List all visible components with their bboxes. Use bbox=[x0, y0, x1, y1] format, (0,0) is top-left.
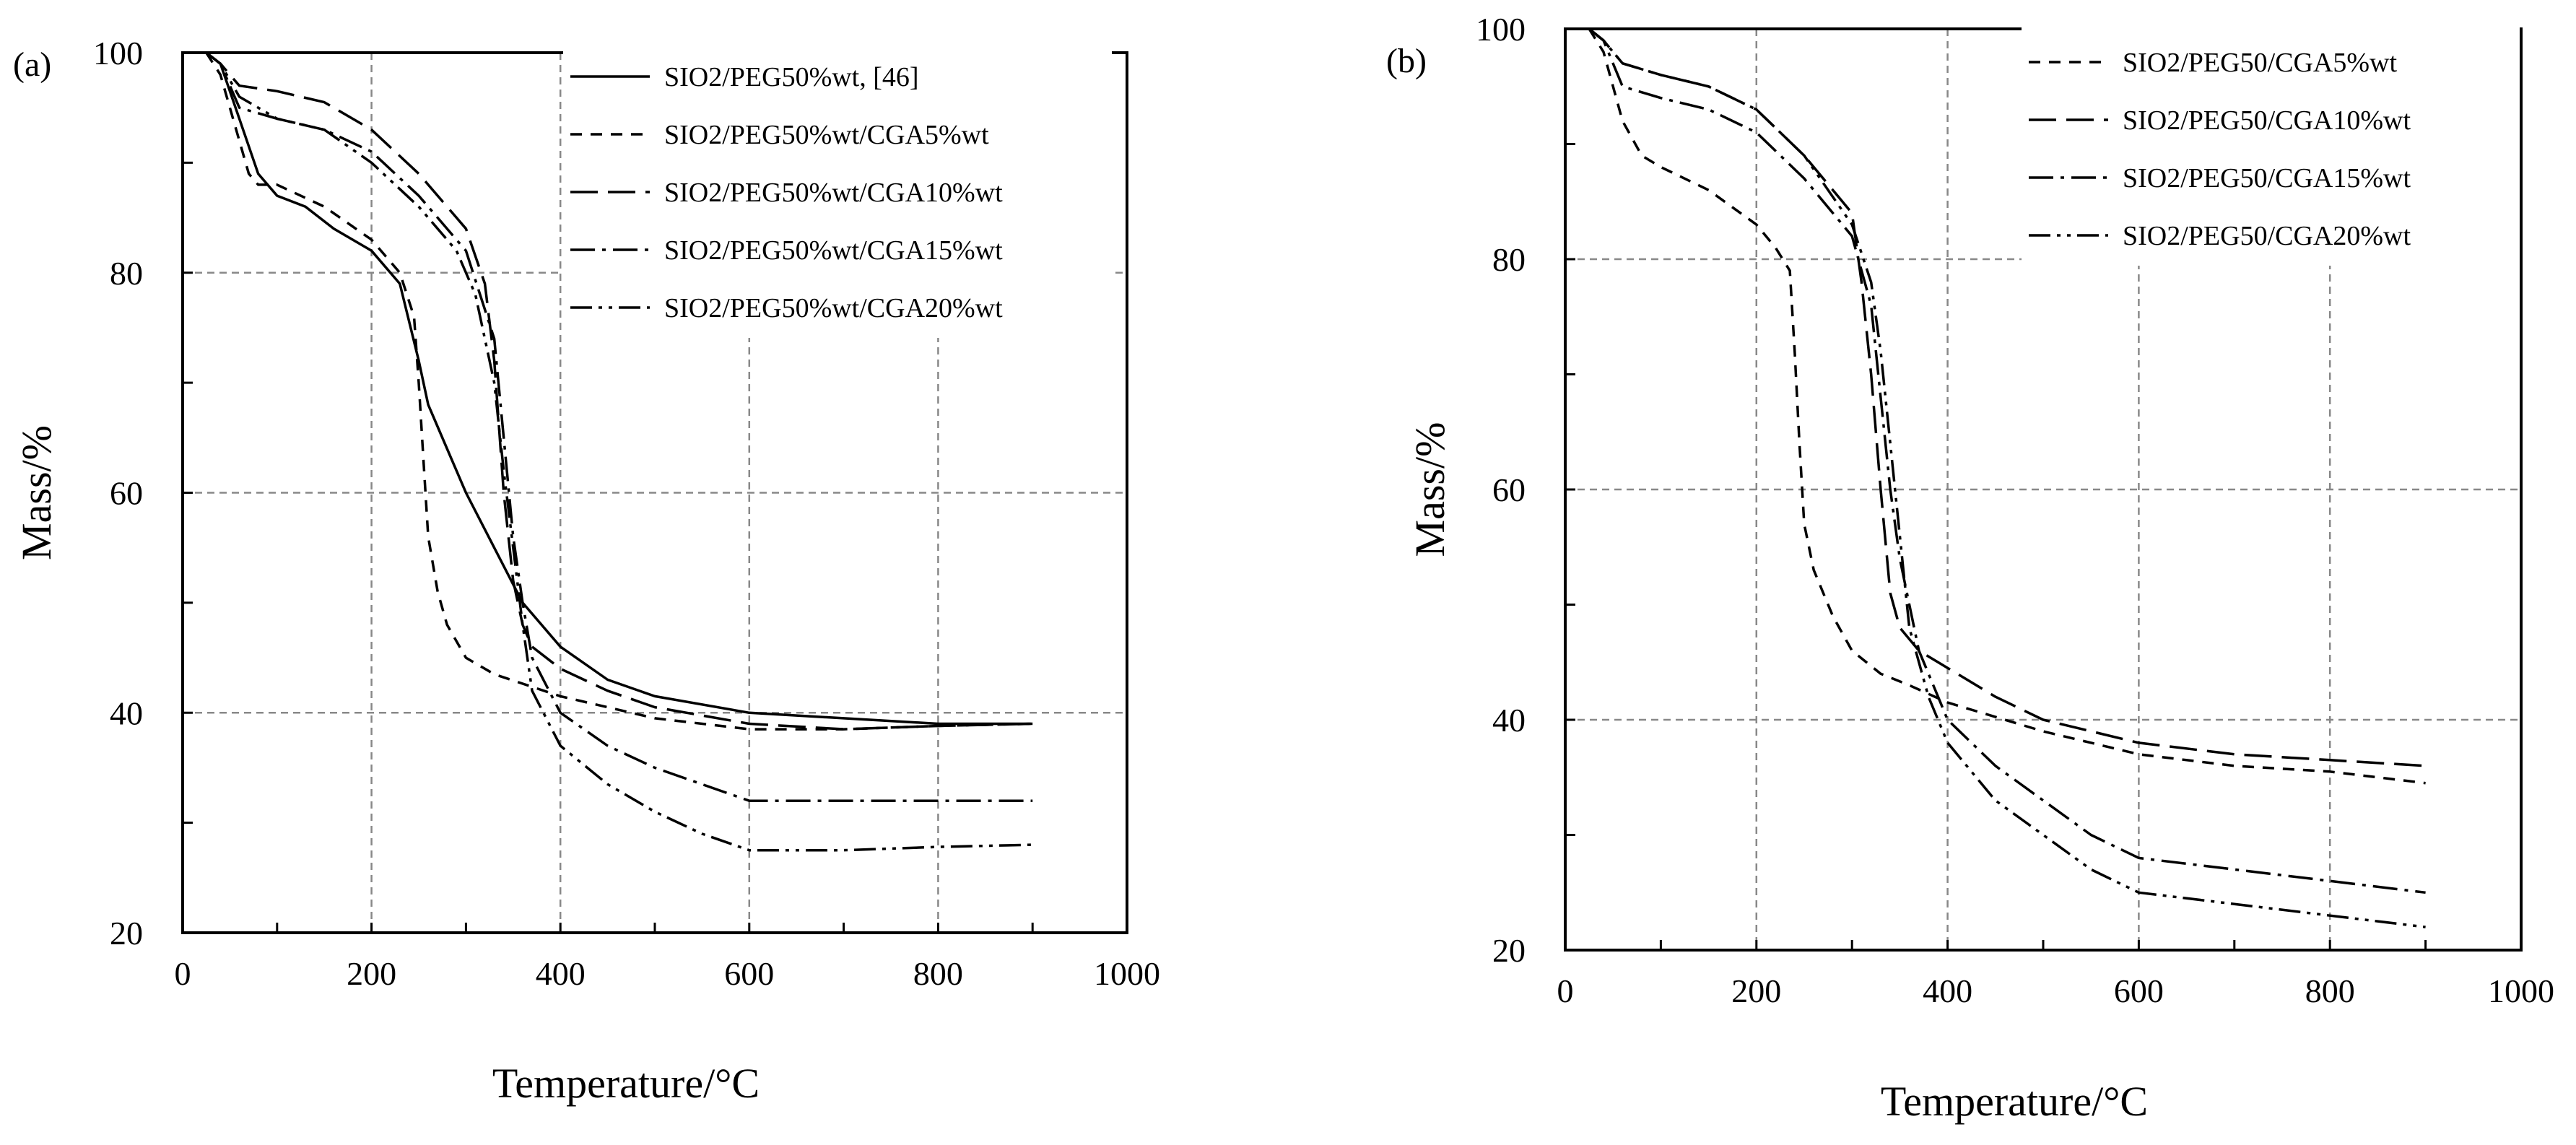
y-tick-label: 60 bbox=[1492, 471, 1526, 508]
x-tick-label: 400 bbox=[1923, 972, 1972, 1009]
y-tick-label: 40 bbox=[110, 695, 143, 731]
series-line-3 bbox=[1588, 27, 2426, 894]
legend-background bbox=[2022, 27, 2520, 266]
legend-label-1: SIO2/PEG50%wt, [46] bbox=[664, 62, 919, 92]
x-axis-title: Temperature/°C bbox=[1881, 1078, 2148, 1125]
x-tick-label: 200 bbox=[347, 955, 396, 992]
panel-a: 0 200 400 600 800 1000 20 40 60 80 100 Temperature/… bbox=[13, 35, 1160, 1107]
y-tick-label: 60 bbox=[110, 475, 143, 512]
series-line-5 bbox=[205, 51, 1033, 852]
x-tick-label: 1000 bbox=[1094, 955, 1160, 992]
y-tick-label: 40 bbox=[1492, 702, 1526, 739]
x-tick-label: 400 bbox=[536, 955, 586, 992]
x-axis-title: Temperature/°C bbox=[492, 1060, 760, 1107]
x-tick-label: 600 bbox=[724, 955, 774, 992]
legend-label-2: SIO2/PEG50/CGA10%wt bbox=[2123, 105, 2411, 136]
panel-label: (b) bbox=[1386, 42, 1427, 80]
panel-label: (a) bbox=[13, 45, 51, 84]
legend-label-3: SIO2/PEG50%wt/CGA10%wt bbox=[664, 178, 1003, 208]
legend: SIO2/PEG50%wt, [46] SIO2/PEG50%wt/CGA5%wt… bbox=[563, 42, 1112, 338]
x-tick-label: 0 bbox=[1557, 972, 1574, 1009]
x-tick-label: 800 bbox=[2305, 972, 2355, 1009]
legend: SIO2/PEG50/CGA5%wt SIO2/PEG50/CGA10%wt SIO… bbox=[2022, 27, 2520, 266]
y-tick-label: 100 bbox=[93, 35, 143, 71]
legend-label-2: SIO2/PEG50%wt/CGA5%wt bbox=[664, 120, 989, 150]
x-tick-label: 200 bbox=[1731, 972, 1781, 1009]
series-line-4 bbox=[1588, 27, 2426, 928]
y-tick-label: 20 bbox=[1492, 932, 1526, 969]
series-line-2 bbox=[1588, 27, 2426, 767]
x-tick-label: 600 bbox=[2114, 972, 2164, 1009]
x-tick-label: 1000 bbox=[2488, 972, 2554, 1009]
panel-b: 0 200 400 600 800 1000 20 40 60 80 100 Temperature/… bbox=[1386, 11, 2554, 1125]
legend-label-4: SIO2/PEG50%wt/CGA15%wt bbox=[664, 235, 1003, 266]
y-axis-title: Mass/% bbox=[13, 425, 60, 560]
legend-label-1: SIO2/PEG50/CGA5%wt bbox=[2123, 48, 2397, 78]
y-axis-title: Mass/% bbox=[1406, 422, 1453, 557]
y-tick-label: 100 bbox=[1476, 11, 1526, 48]
legend-label-5: SIO2/PEG50%wt/CGA20%wt bbox=[664, 293, 1003, 323]
series-line-3 bbox=[205, 51, 1033, 731]
legend-label-4: SIO2/PEG50/CGA20%wt bbox=[2123, 221, 2411, 251]
y-tick-label: 20 bbox=[110, 915, 143, 952]
y-tick-label: 80 bbox=[1492, 241, 1526, 278]
x-tick-label: 0 bbox=[175, 955, 191, 992]
series-line-1 bbox=[205, 51, 1033, 726]
series-line-4 bbox=[205, 51, 1033, 802]
y-tick-label: 80 bbox=[110, 255, 143, 292]
x-tick-label: 800 bbox=[913, 955, 963, 992]
legend-background bbox=[563, 42, 1112, 338]
legend-label-3: SIO2/PEG50/CGA15%wt bbox=[2123, 163, 2411, 193]
